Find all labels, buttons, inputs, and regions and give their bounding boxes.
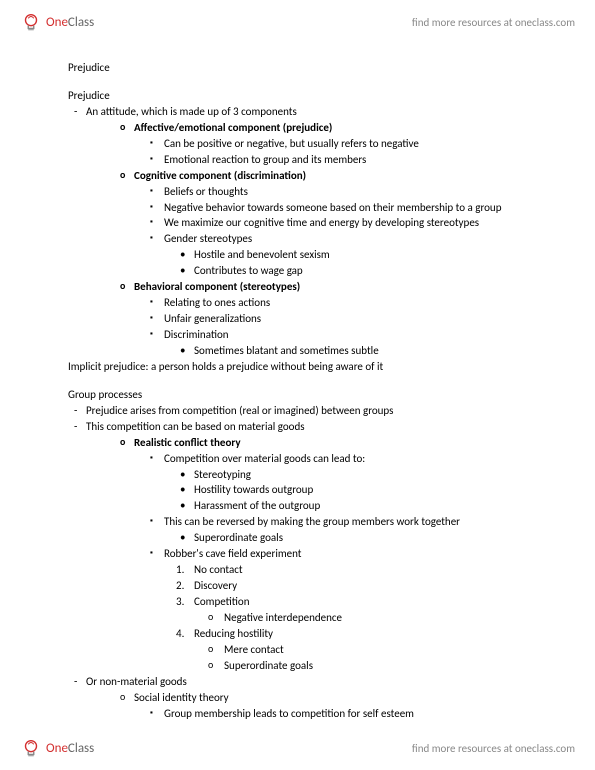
list-item: 2. Discovery [176,578,547,594]
list-item: Realistic conflict theory [116,435,547,451]
num: 3. [176,594,184,610]
page-footer: OneClass find more resources at oneclass… [0,732,595,764]
brand-name-footer: OneClass [46,741,94,756]
list-item: Discrimination [146,327,547,343]
text: This competition can be based on materia… [86,420,305,433]
list-item: Negative interdependence [206,610,547,626]
list-item: Harassment of the outgroup [176,498,547,514]
list-item: Superordinate goals [206,658,547,674]
text: No contact [194,563,243,576]
list-item: Hostile and benevolent sexism [176,247,547,263]
list-item: Competition over material goods can lead… [146,451,547,467]
list-item: Superordinate goals [176,530,547,546]
list-item: An attitude, which is made up of 3 compo… [68,104,547,359]
list-item: Group membership leads to competition fo… [146,706,547,722]
list-item: 1. No contact [176,562,547,578]
list-item: Prejudice arises from competition (real … [68,403,547,419]
document-body: Prejudice Prejudice An attitude, which i… [68,60,547,722]
text: Reducing hostility [194,627,273,640]
list-item: Robber's cave field experiment [146,546,547,562]
list-item: Negative behavior towards someone based … [146,200,547,216]
page-title: Prejudice [68,60,547,76]
list-item: Unfair generalizations [146,311,547,327]
list-item: Emotional reaction to group and its memb… [146,152,547,168]
implicit-prejudice-line: Implicit prejudice: a person holds a pre… [68,359,547,375]
list-item: Behavioral component (stereotypes) [116,279,547,295]
header-tagline[interactable]: find more resources at oneclass.com [412,16,575,29]
text: Competition [194,595,249,608]
list-item: Relating to ones actions [146,295,547,311]
brand-logo: OneClass [20,11,94,33]
list-item: 4. Reducing hostility [176,626,547,642]
list-item: Can be positive or negative, but usually… [146,136,547,152]
text: Discovery [194,579,237,592]
text: Or non-material goods [86,675,187,688]
list-item: We maximize our cognitive time and energ… [146,215,547,231]
list-item: Cognitive component (discrimination) [116,168,547,184]
list-item: Beliefs or thoughts [146,184,547,200]
num: 4. [176,626,184,642]
list-item: 3. Competition [176,594,547,610]
list-item: Contributes to wage gap [176,263,547,279]
page-header: OneClass find more resources at oneclass… [0,6,595,38]
lightbulb-icon [20,11,42,33]
section-prejudice-header: Prejudice [68,88,547,104]
list-item: Sometimes blatant and sometimes subtle [176,343,547,359]
list-item: Affective/emotional component (prejudice… [116,120,547,136]
text: An attitude, which is made up of 3 compo… [86,105,297,118]
list-item: Mere contact [206,642,547,658]
list-item: This competition can be based on materia… [68,419,547,674]
section-group-header: Group processes [68,387,547,403]
num: 2. [176,578,184,594]
list-item: Or non-material goods Social identity th… [68,674,547,722]
footer-tagline[interactable]: find more resources at oneclass.com [412,742,575,755]
list-item: Social identity theory [116,690,547,706]
lightbulb-icon [20,737,42,759]
list-item: Gender stereotypes [146,231,547,247]
brand-logo-footer: OneClass [20,737,94,759]
list-item: Stereotyping [176,467,547,483]
list-item: This can be reversed by making the group… [146,514,547,530]
list-item: Hostility towards outgroup [176,482,547,498]
num: 1. [176,562,184,578]
brand-name: OneClass [46,15,94,30]
